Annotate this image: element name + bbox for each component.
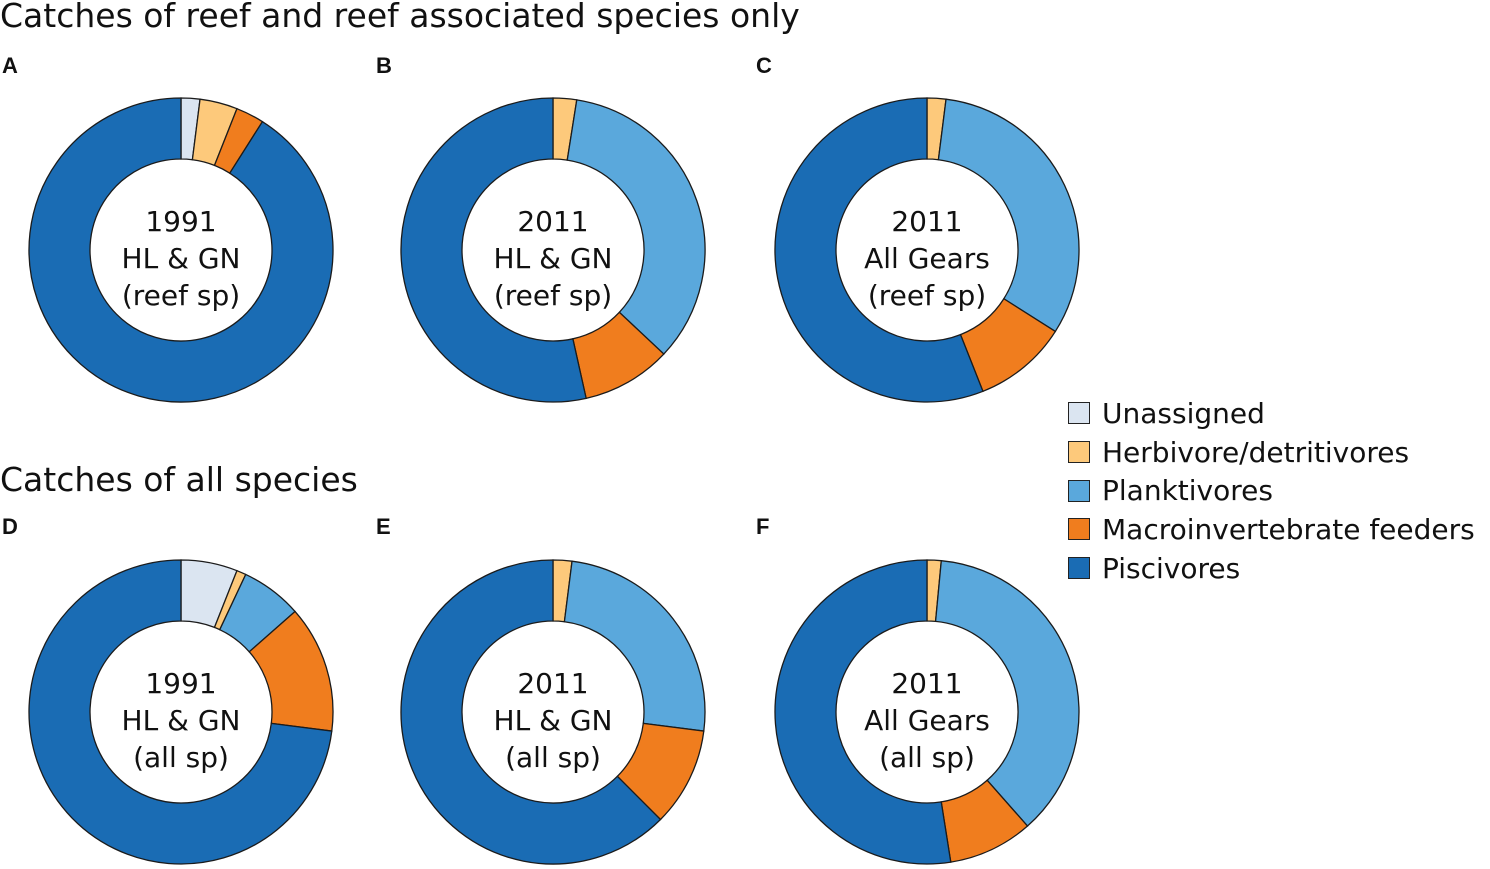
legend: Unassigned Herbivore/detritivores Plankt…	[1068, 394, 1475, 587]
donut-center-label: HL & GN	[122, 242, 241, 275]
donut-center-label: (reef sp)	[868, 279, 986, 312]
donut-a: 1991 HL & GN (reef sp)	[28, 97, 334, 403]
panel-letter-b: B	[376, 53, 392, 78]
slice-planktivores	[563, 560, 706, 732]
legend-swatch	[1068, 479, 1090, 502]
slice-piscivores	[774, 559, 952, 865]
slice-piscivores	[774, 97, 984, 403]
legend-label: Piscivores	[1102, 551, 1241, 585]
title-all-species: Catches of all species	[0, 460, 358, 499]
legend-item-herbivore: Herbivore/detritivores	[1068, 433, 1475, 472]
donut-center-label: 1991	[145, 667, 216, 700]
donut-center-label: (reef sp)	[494, 279, 612, 312]
legend-label: Herbivore/detritivores	[1102, 435, 1410, 469]
panel-letter-a: A	[2, 53, 18, 78]
donut-center-label: (all sp)	[133, 741, 229, 774]
slice-planktivores	[934, 559, 1080, 827]
donut-center-label: (all sp)	[879, 741, 975, 774]
donut-e: 2011 HL & GN (all sp)	[400, 559, 706, 865]
slice-piscivores	[28, 559, 333, 865]
panel-letter-f: F	[756, 514, 770, 539]
donut-f: 2011 All Gears (all sp)	[774, 559, 1080, 865]
legend-label: Macroinvertebrate feeders	[1102, 512, 1475, 546]
legend-item-macroinvertebrate: Macroinvertebrate feeders	[1068, 510, 1475, 549]
slice-piscivores	[400, 559, 662, 865]
donut-c: 2011 All Gears (reef sp)	[774, 97, 1080, 403]
legend-item-piscivores: Piscivores	[1068, 549, 1475, 588]
panel-letter-e: E	[376, 514, 391, 539]
legend-item-unassigned: Unassigned	[1068, 394, 1475, 433]
donut-center-label: HL & GN	[494, 704, 613, 737]
legend-swatch	[1068, 518, 1090, 541]
donut-center-label: 2011	[891, 667, 962, 700]
legend-item-planktivores: Planktivores	[1068, 471, 1475, 510]
donut-b: 2011 HL & GN (reef sp)	[400, 97, 706, 403]
panel-letter-c: C	[756, 53, 772, 78]
legend-swatch	[1068, 557, 1090, 580]
donut-center-label: All Gears	[864, 242, 990, 275]
donut-center-label: HL & GN	[494, 242, 613, 275]
panel-letter-d: D	[2, 514, 18, 539]
legend-swatch	[1068, 402, 1090, 425]
donut-center-label: 1991	[145, 205, 216, 238]
slice-planktivores	[566, 99, 706, 355]
donut-center-label: 2011	[891, 205, 962, 238]
legend-swatch	[1068, 441, 1090, 464]
donut-center-label: (reef sp)	[122, 279, 240, 312]
donut-center-label: 2011	[517, 205, 588, 238]
slice-planktivores	[937, 98, 1080, 333]
legend-label: Unassigned	[1102, 396, 1265, 430]
donut-center-label: All Gears	[864, 704, 990, 737]
donut-d: 1991 HL & GN (all sp)	[28, 559, 334, 865]
donut-center-label: (all sp)	[505, 741, 601, 774]
slice-piscivores	[28, 97, 334, 403]
title-reef-species: Catches of reef and reef associated spec…	[0, 0, 800, 35]
slice-piscivores	[400, 97, 587, 403]
donut-center-label: HL & GN	[122, 704, 241, 737]
donut-center-label: 2011	[517, 667, 588, 700]
legend-label: Planktivores	[1102, 474, 1273, 508]
